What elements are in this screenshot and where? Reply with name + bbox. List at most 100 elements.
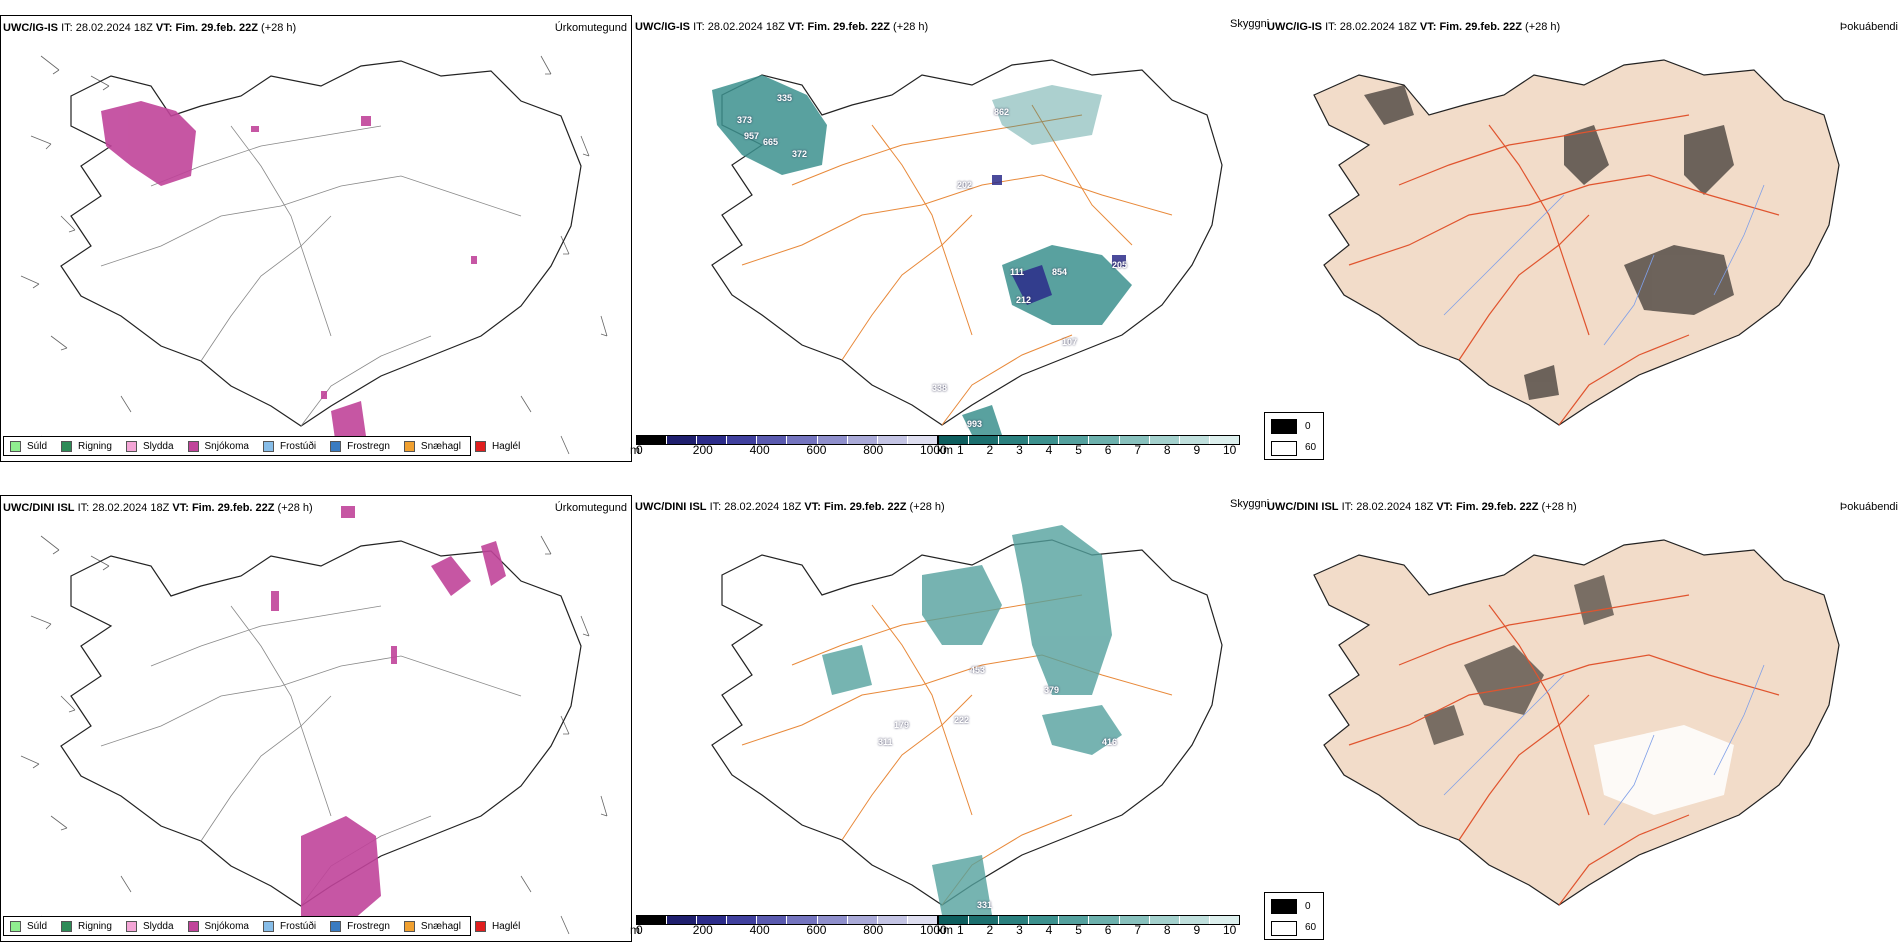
fog-label-60: 60 <box>1305 442 1317 453</box>
legend-item-snjokoma: Snjókoma <box>187 440 249 452</box>
ceiling-areas <box>992 175 1126 305</box>
fog-map-bottom <box>1313 539 1840 906</box>
visibility-value: 338 <box>932 383 948 393</box>
colorbar-tick-label: 10 <box>1223 443 1237 457</box>
model-name: UWC/DINI ISL <box>3 502 75 514</box>
panel-label: Úrkomutegund <box>554 502 627 514</box>
panel-title: UWC/DINI ISL IT: 28.02.2024 18Z VT: Fim.… <box>3 502 313 514</box>
fog-label-0: 0 <box>1305 901 1311 912</box>
colorbar-segment <box>969 436 1000 444</box>
legend-swatch <box>61 920 73 932</box>
legend-swatch <box>262 440 274 452</box>
visibility-value: 854 <box>1052 267 1068 277</box>
colorbar-segment <box>1149 916 1180 924</box>
ceiling-unit: m <box>630 443 640 457</box>
lead-time: (+28 h) <box>909 501 945 513</box>
vt-value: Fim. 29.feb. 22Z <box>1439 21 1522 33</box>
legend-swatch <box>187 440 199 452</box>
it-label: IT: <box>77 502 90 514</box>
it-label: IT: <box>693 21 705 33</box>
visibility-colorbar <box>938 915 1240 925</box>
legend-swatch <box>125 920 137 932</box>
vt-value: Fim. 29.feb. 22Z <box>807 21 890 33</box>
colorbar-tick-label: 2 <box>986 923 994 937</box>
visibility-map-bottom <box>711 525 1223 915</box>
legend-item-rigning: Rigning <box>61 920 112 932</box>
legend-swatch <box>403 920 415 932</box>
fog-panel-bottom: UWC/DINI ISL IT: 28.02.2024 18Z VT: Fim.… <box>1264 495 1900 942</box>
colorbar-segment <box>969 916 1000 924</box>
precip-map-bottom <box>20 506 608 935</box>
colorbar-segment <box>667 436 698 444</box>
visibility-value: 416 <box>1102 737 1118 747</box>
snowfall-areas <box>101 101 477 446</box>
roads-red <box>1348 594 1780 906</box>
colorbar-tick-label: 10 <box>1223 923 1237 937</box>
precip-panel-top: UWC/IG-IS IT: 28.02.2024 18Z VT: Fim. 29… <box>0 15 632 462</box>
colorbar-segment <box>907 436 937 444</box>
colorbar-segment <box>667 916 698 924</box>
colorbar-tick-label: 600 <box>806 443 827 457</box>
legend-item-sudd: Súld <box>10 440 47 452</box>
visibility-value: 202 <box>957 180 973 190</box>
colorbar-tick-label: 4 <box>1045 443 1053 457</box>
visibility-ticks: 1 2 3 4 5 6 7 8 9 10 <box>957 923 1239 937</box>
vt-value: Fim. 29.feb. 22Z <box>175 22 258 34</box>
model-name: UWC/IG-IS <box>3 22 58 34</box>
colorbar-tick-label: 1 <box>957 443 964 457</box>
visibility-value: 107 <box>1062 337 1078 347</box>
fog-shading <box>1364 85 1734 400</box>
colorbar-segment <box>1029 436 1060 444</box>
legend-item-slydda: Slydda <box>125 920 174 932</box>
fog-swatch-white <box>1271 441 1297 456</box>
colorbar-tick-label: 3 <box>1016 923 1023 937</box>
roads-grey <box>100 125 522 427</box>
it-value: 28.02.2024 18Z <box>92 502 170 514</box>
vt-label: VT: <box>155 22 173 34</box>
fog-panel-top: UWC/IG-IS IT: 28.02.2024 18Z VT: Fim. 29… <box>1264 15 1900 462</box>
colorbar-segment <box>1089 436 1120 444</box>
colorbar-segment <box>757 916 788 924</box>
colorbar-segment <box>999 436 1030 444</box>
precip-panel-bottom: UWC/DINI ISL IT: 28.02.2024 18Z VT: Fim.… <box>0 495 632 942</box>
visibility-unit: km <box>937 923 953 937</box>
vt-label: VT: <box>1436 501 1453 513</box>
iceland-land <box>1313 539 1840 906</box>
vt-label: VT: <box>1419 21 1437 33</box>
model-name: UWC/IG-IS <box>635 21 690 33</box>
legend-swatch <box>125 440 137 452</box>
colorbar-segment <box>939 916 970 924</box>
lead-time: (+28 h) <box>277 502 313 514</box>
colorbar-segment <box>877 436 908 444</box>
panel-title: UWC/IG-IS IT: 28.02.2024 18Z VT: Fim. 29… <box>635 21 928 33</box>
colorbar-tick-label: 3 <box>1016 443 1023 457</box>
ceiling-colorbar <box>636 435 938 445</box>
legend-item-rigning: Rigning <box>61 440 112 452</box>
visibility-value: 212 <box>1016 295 1032 305</box>
colorbar-tick-label: 6 <box>1104 443 1112 457</box>
visibility-value: 379 <box>1044 685 1060 695</box>
legend-swatch <box>10 440 21 452</box>
ceiling-ticks: 0 200 400 600 800 1000 <box>636 923 947 937</box>
colorbar-tick-label: 1 <box>957 923 964 937</box>
colorbar-tick-label: 2 <box>986 443 994 457</box>
panel-title: UWC/DINI ISL IT: 28.02.2024 18Z VT: Fim.… <box>1267 501 1577 513</box>
snowfall-areas <box>271 506 506 926</box>
iceland-coastline <box>60 540 582 907</box>
legend-item-frostudi: Frostúði <box>262 920 316 932</box>
colorbar-segment <box>877 916 908 924</box>
colorbar-segment <box>817 436 848 444</box>
visibility-value: 453 <box>970 665 986 675</box>
colorbar-tick-label: 0 <box>636 443 643 457</box>
panel-title: UWC/IG-IS IT: 28.02.2024 18Z VT: Fim. 29… <box>3 22 296 34</box>
visibility-value: 179 <box>894 720 910 730</box>
ceiling-unit: m <box>630 923 640 937</box>
legend-swatch <box>403 440 415 452</box>
colorbar-tick-label: 4 <box>1045 923 1053 937</box>
lead-time: (+28 h) <box>893 21 929 33</box>
iceland-coastline <box>60 60 582 427</box>
model-name: UWC/DINI ISL <box>1267 501 1339 513</box>
colorbar-segment <box>1029 916 1060 924</box>
roads-orange <box>741 104 1173 426</box>
fog-legend-bottom: 0 60 <box>1264 892 1324 940</box>
